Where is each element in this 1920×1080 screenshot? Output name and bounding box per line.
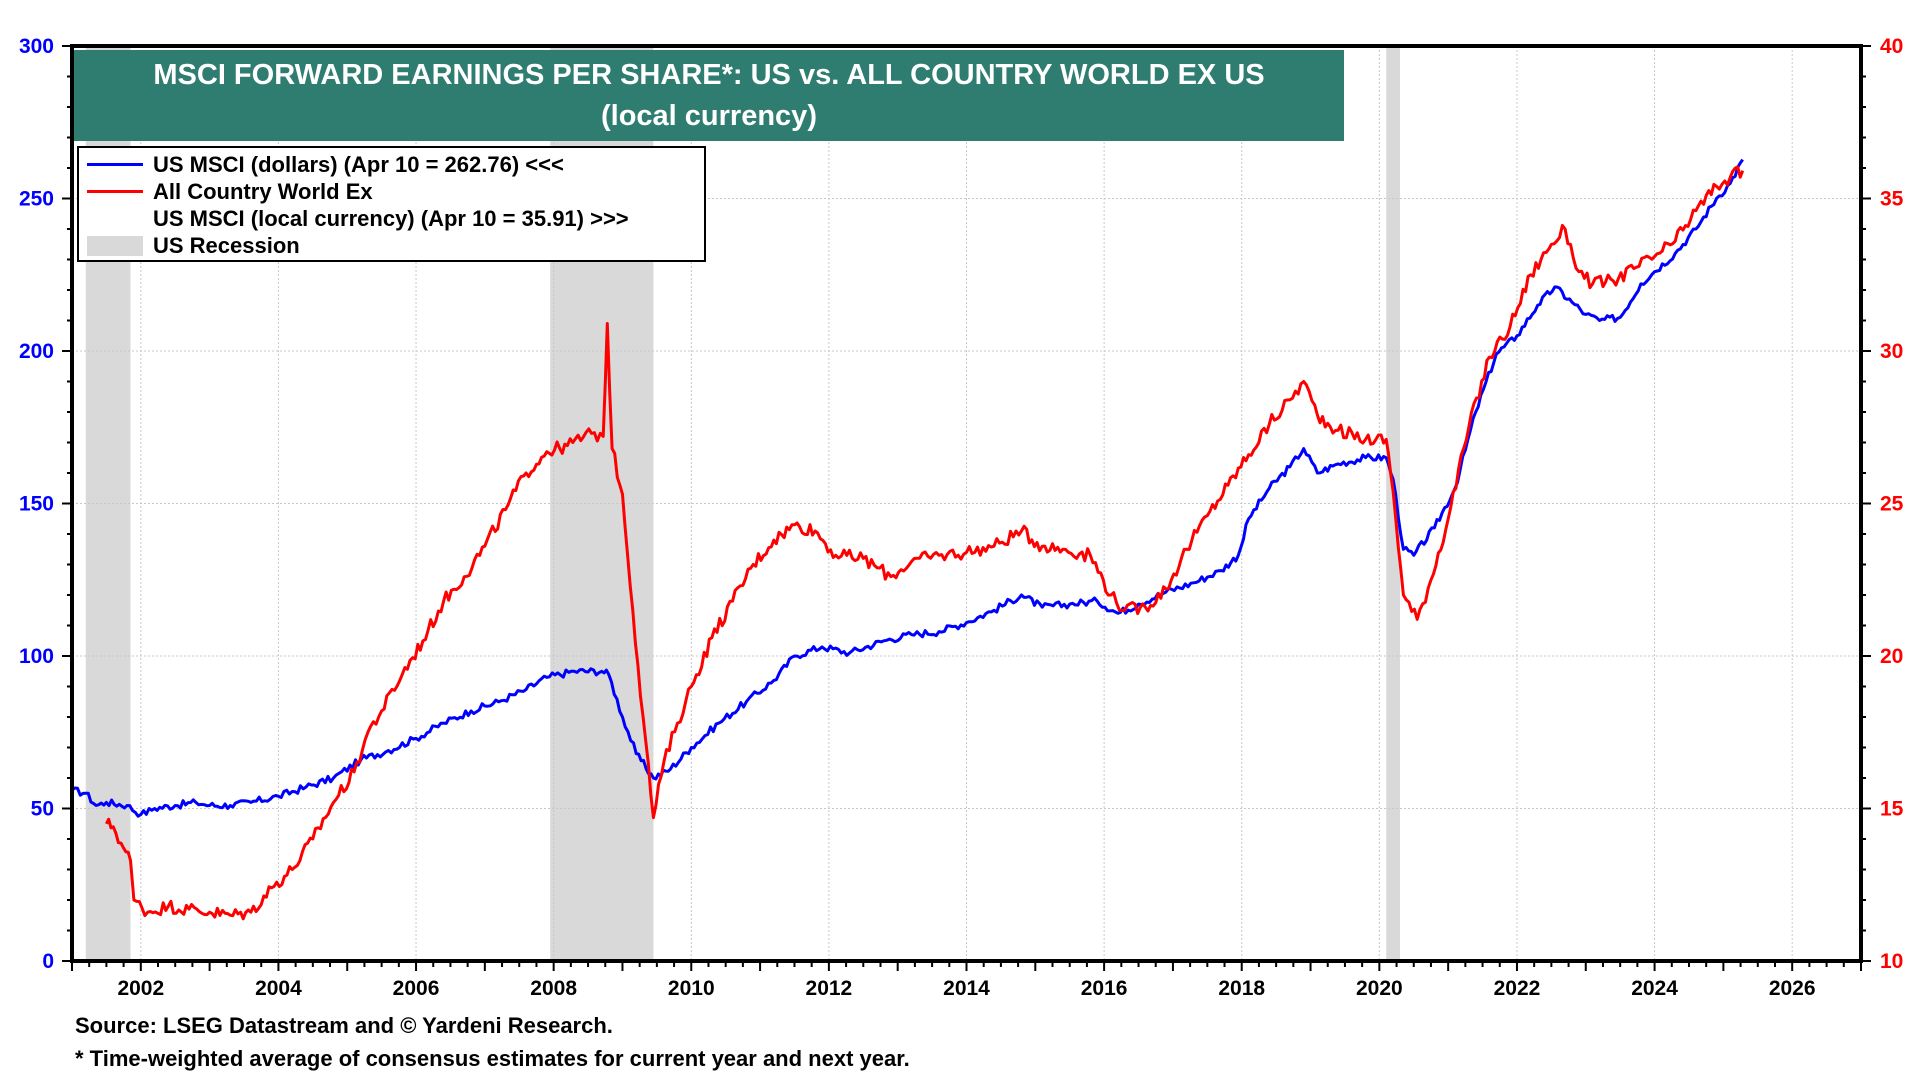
legend: US MSCI (dollars) (Apr 10 = 262.76) <<< … — [77, 146, 706, 262]
legend-swatch-blue-line — [87, 163, 143, 166]
axes — [62, 44, 1871, 971]
legend-label: US MSCI (dollars) (Apr 10 = 262.76) <<< — [153, 151, 564, 177]
x-axis-tick-label: 2020 — [1356, 977, 1403, 1000]
left-axis-tick-label: 50 — [31, 798, 54, 821]
chart-subtitle: (local currency) — [601, 100, 817, 132]
chart-title: MSCI FORWARD EARNINGS PER SHARE*: US vs.… — [153, 59, 1265, 91]
x-axis-tick-label: 2016 — [1081, 977, 1128, 1000]
legend-label: US Recession — [153, 232, 300, 258]
series-lines — [71, 158, 1745, 921]
right-axis-tick-label: 25 — [1880, 493, 1904, 516]
series-line-us-msci-dollars — [71, 158, 1744, 818]
legend-item-us-recession: US Recession — [87, 232, 704, 259]
left-axis-tick-label: 150 — [19, 493, 54, 516]
x-axis-tick-label: 2004 — [255, 977, 302, 1000]
left-axis-tick-label: 200 — [19, 340, 54, 363]
x-axis-tick-label: 2002 — [117, 977, 164, 1000]
x-axis-tick-label: 2012 — [806, 977, 853, 1000]
chart-title-box: MSCI FORWARD EARNINGS PER SHARE*: US vs.… — [74, 50, 1344, 141]
x-axis-tick-label: 2022 — [1494, 977, 1541, 1000]
right-axis-tick-label: 15 — [1880, 798, 1904, 821]
x-axis-tick-label: 2014 — [943, 977, 990, 1000]
right-axis-tick-label: 20 — [1880, 645, 1903, 668]
right-axis-tick-label: 40 — [1880, 35, 1903, 58]
footnote: * Time-weighted average of consensus est… — [75, 1046, 910, 1071]
legend-item-all-country-world-ex: All Country World Ex — [87, 178, 704, 205]
left-axis-tick-label: 0 — [42, 950, 54, 973]
x-axis-tick-label: 2006 — [393, 977, 440, 1000]
left-axis-tick-label: 300 — [19, 35, 54, 58]
left-axis-tick-label: 100 — [19, 645, 54, 668]
right-axis-tick-label: 30 — [1880, 340, 1903, 363]
right-axis-tick-label: 35 — [1880, 188, 1904, 211]
right-axis-tick-label: 10 — [1880, 950, 1903, 973]
left-axis-tick-label: 250 — [19, 188, 54, 211]
legend-swatch-red-line — [87, 190, 143, 193]
x-axis-tick-label: 2018 — [1218, 977, 1265, 1000]
legend-label: US MSCI (local currency) (Apr 10 = 35.91… — [153, 205, 629, 231]
source-note: Source: LSEG Datastream and © Yardeni Re… — [75, 1013, 613, 1038]
legend-item-us-msci-dollars: US MSCI (dollars) (Apr 10 = 262.76) <<< — [87, 151, 704, 178]
x-axis-tick-label: 2024 — [1631, 977, 1678, 1000]
legend-swatch-recession — [87, 235, 143, 256]
legend-label: All Country World Ex — [153, 178, 373, 204]
tick-labels: 0 50 100 150 200 250 300 10 15 20 25 30 35 40 2002 2004… — [19, 35, 1904, 1000]
x-axis-tick-label: 2008 — [530, 977, 577, 1000]
x-axis-tick-label: 2010 — [668, 977, 715, 1000]
x-axis-tick-label: 2026 — [1769, 977, 1816, 1000]
series-line-all-country-world-ex — [105, 165, 1745, 921]
legend-item-us-msci-local: US MSCI (local currency) (Apr 10 = 35.91… — [87, 205, 704, 232]
